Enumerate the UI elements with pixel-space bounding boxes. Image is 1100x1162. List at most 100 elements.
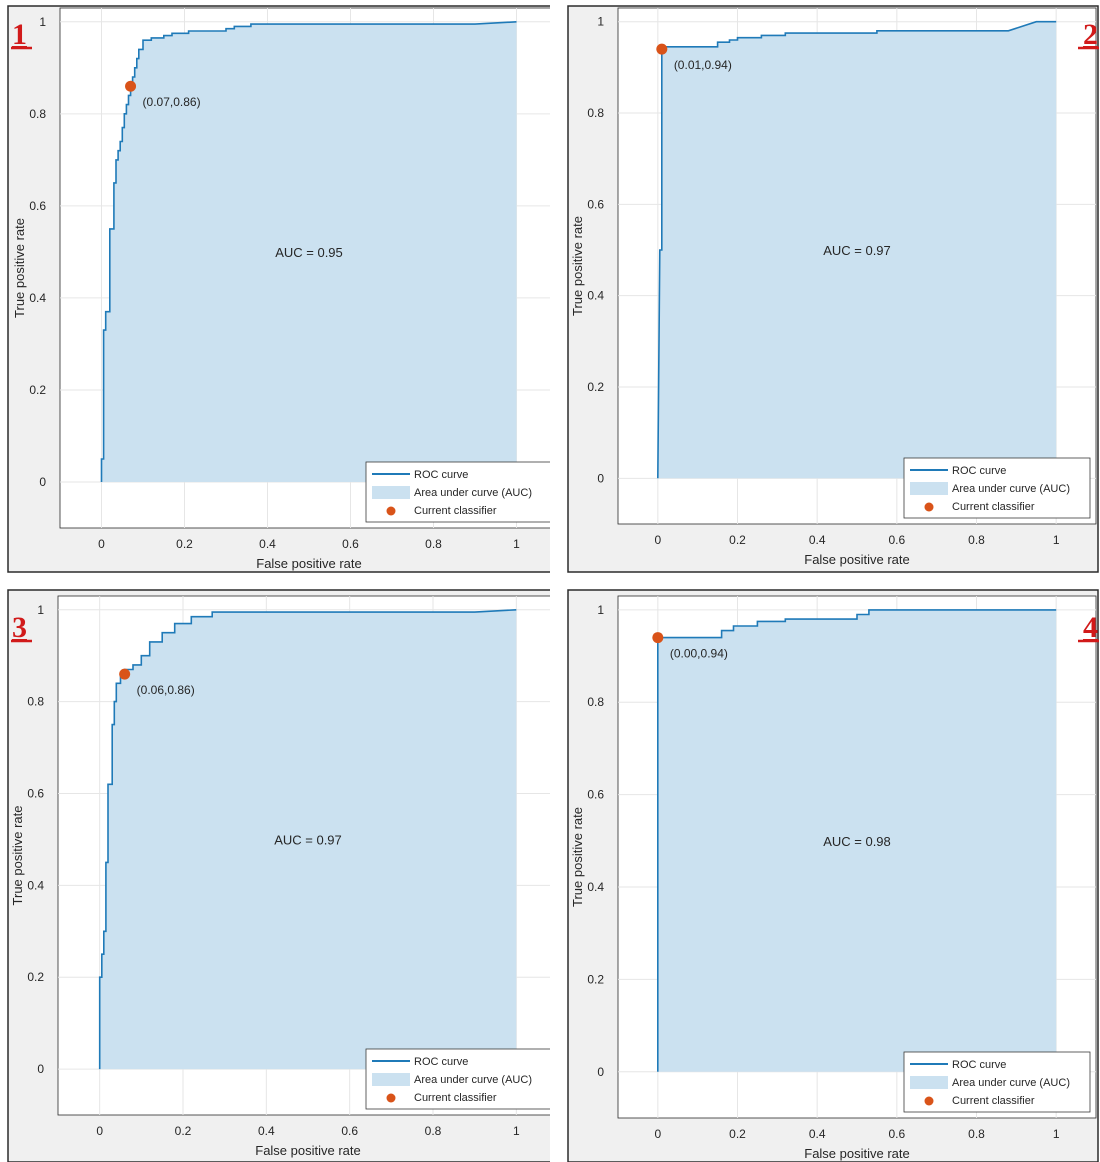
x-tick-label: 1 (513, 537, 520, 551)
y-tick-label: 0.6 (29, 199, 46, 213)
roc-panel-4: 0 0.2 0.4 0.6 0.8 1 0 0.2 0.4 0.6 0.8 1 AUC = 0.98 (0… (550, 581, 1100, 1162)
legend-entry: Area under curve (AUC) (952, 1077, 1070, 1089)
x-tick-label: 0.8 (968, 1127, 985, 1141)
x-tick-label: 0.2 (729, 1127, 746, 1141)
roc-chart-svg: 0 0.2 0.4 0.6 0.8 1 0 0.2 0.4 0.6 0.8 1 AUC = 0.97 (0… (7, 589, 550, 1162)
y-tick-label: 0.8 (587, 106, 604, 120)
y-tick-label: 0.2 (587, 380, 604, 394)
roc-chart-svg: 0 0.2 0.4 0.6 0.8 1 0 0.2 0.4 0.6 0.8 1 AUC = 0.98 (0… (567, 589, 1099, 1162)
legend-entry: Current classifier (952, 1095, 1035, 1107)
y-tick-label: 0.8 (587, 695, 604, 709)
x-axis-label: False positive rate (804, 552, 910, 567)
y-tick-label: 0.2 (29, 383, 46, 397)
y-tick-label: 0.4 (29, 291, 46, 305)
y-tick-label: 0.8 (29, 107, 46, 121)
legend-entry: Current classifier (414, 1092, 497, 1104)
y-tick-label: 1 (39, 15, 46, 29)
x-axis-label: False positive rate (255, 1143, 361, 1158)
x-tick-label: 0 (654, 533, 661, 547)
legend-classifier-swatch (924, 1096, 934, 1106)
legend-auc-swatch (372, 486, 410, 499)
y-axis-label: True positive rate (570, 807, 585, 907)
x-tick-label: 0.2 (175, 1124, 192, 1138)
legend-entry: Current classifier (952, 501, 1035, 513)
y-tick-label: 0.8 (27, 695, 44, 709)
x-tick-label: 0.8 (425, 537, 442, 551)
legend-entry: ROC curve (952, 1059, 1006, 1071)
legend-entry: Area under curve (AUC) (952, 483, 1070, 495)
current-classifier-point (656, 43, 668, 55)
legend-entry: Area under curve (AUC) (414, 487, 532, 499)
y-axis-label: True positive rate (10, 806, 25, 906)
x-tick-label: 0 (654, 1127, 661, 1141)
x-tick-label: 0.4 (809, 533, 826, 547)
panel-number: 4 (1083, 611, 1098, 644)
y-tick-label: 0.6 (587, 197, 604, 211)
auc-label: AUC = 0.97 (274, 832, 342, 847)
x-tick-label: 0.6 (888, 533, 905, 547)
y-tick-label: 0.2 (587, 972, 604, 986)
y-tick-label: 0.4 (587, 880, 604, 894)
x-tick-label: 0.8 (425, 1124, 442, 1138)
current-classifier-point (119, 668, 131, 680)
y-tick-label: 1 (597, 603, 604, 617)
y-tick-label: 0.4 (27, 878, 44, 892)
legend-auc-swatch (372, 1073, 410, 1086)
auc-area (99, 609, 517, 1070)
y-tick-label: 0 (39, 475, 46, 489)
y-tick-label: 0.6 (27, 786, 44, 800)
panel-number: 3 (12, 611, 27, 644)
y-tick-label: 0 (597, 471, 604, 485)
x-tick-label: 0.4 (809, 1127, 826, 1141)
x-tick-label: 0.8 (968, 533, 985, 547)
panel-number: 1 (12, 18, 27, 51)
x-tick-label: 0.6 (341, 1124, 358, 1138)
current-classifier-point (125, 80, 137, 92)
classifier-annotation: (0.07,0.86) (143, 95, 201, 109)
y-tick-label: 0.2 (27, 970, 44, 984)
auc-label: AUC = 0.97 (823, 243, 891, 258)
legend-auc-swatch (910, 1076, 948, 1089)
legend-auc-swatch (910, 482, 948, 495)
y-tick-label: 0.4 (587, 289, 604, 303)
legend-entry: ROC curve (414, 469, 468, 481)
x-tick-label: 0 (96, 1124, 103, 1138)
x-axis-label: False positive rate (804, 1146, 910, 1161)
roc-panel-1: 0 0.2 0.4 0.6 0.8 1 0 0.2 0.4 0.6 0.8 1 AUC = 0.95 (0… (0, 0, 550, 581)
x-tick-label: 1 (1053, 1127, 1060, 1141)
legend-entry: ROC curve (414, 1056, 468, 1068)
legend-classifier-swatch (924, 502, 934, 512)
classifier-annotation: (0.01,0.94) (674, 58, 732, 72)
x-tick-label: 0.6 (888, 1127, 905, 1141)
y-axis-label: True positive rate (570, 216, 585, 316)
roc-panel-3: 0 0.2 0.4 0.6 0.8 1 0 0.2 0.4 0.6 0.8 1 AUC = 0.97 (0… (0, 581, 550, 1162)
auc-area (101, 21, 517, 483)
auc-area (657, 609, 1057, 1072)
legend-entry: Area under curve (AUC) (414, 1074, 532, 1086)
legend-classifier-swatch (386, 506, 396, 516)
y-tick-label: 0.6 (587, 788, 604, 802)
y-tick-label: 1 (37, 603, 44, 617)
classifier-annotation: (0.06,0.86) (137, 683, 195, 697)
auc-label: AUC = 0.95 (275, 245, 343, 260)
x-tick-label: 0.4 (259, 537, 276, 551)
roc-chart-svg: 0 0.2 0.4 0.6 0.8 1 0 0.2 0.4 0.6 0.8 1 AUC = 0.95 (0… (7, 5, 550, 573)
auc-area (657, 21, 1057, 479)
current-classifier-point (652, 632, 664, 644)
x-tick-label: 1 (1053, 533, 1060, 547)
y-tick-label: 0 (37, 1062, 44, 1076)
auc-label: AUC = 0.98 (823, 834, 891, 849)
classifier-annotation: (0.00,0.94) (670, 647, 728, 661)
legend-entry: Current classifier (414, 505, 497, 517)
x-axis-label: False positive rate (256, 556, 362, 571)
x-tick-label: 0 (98, 537, 105, 551)
panel-number: 2 (1083, 18, 1098, 51)
legend-classifier-swatch (386, 1093, 396, 1103)
x-tick-label: 0.2 (176, 537, 193, 551)
y-axis-label: True positive rate (12, 218, 27, 318)
x-tick-label: 0.2 (729, 533, 746, 547)
y-tick-label: 1 (597, 15, 604, 29)
x-tick-label: 0.4 (258, 1124, 275, 1138)
y-tick-label: 0 (597, 1065, 604, 1079)
x-tick-label: 0.6 (342, 537, 359, 551)
